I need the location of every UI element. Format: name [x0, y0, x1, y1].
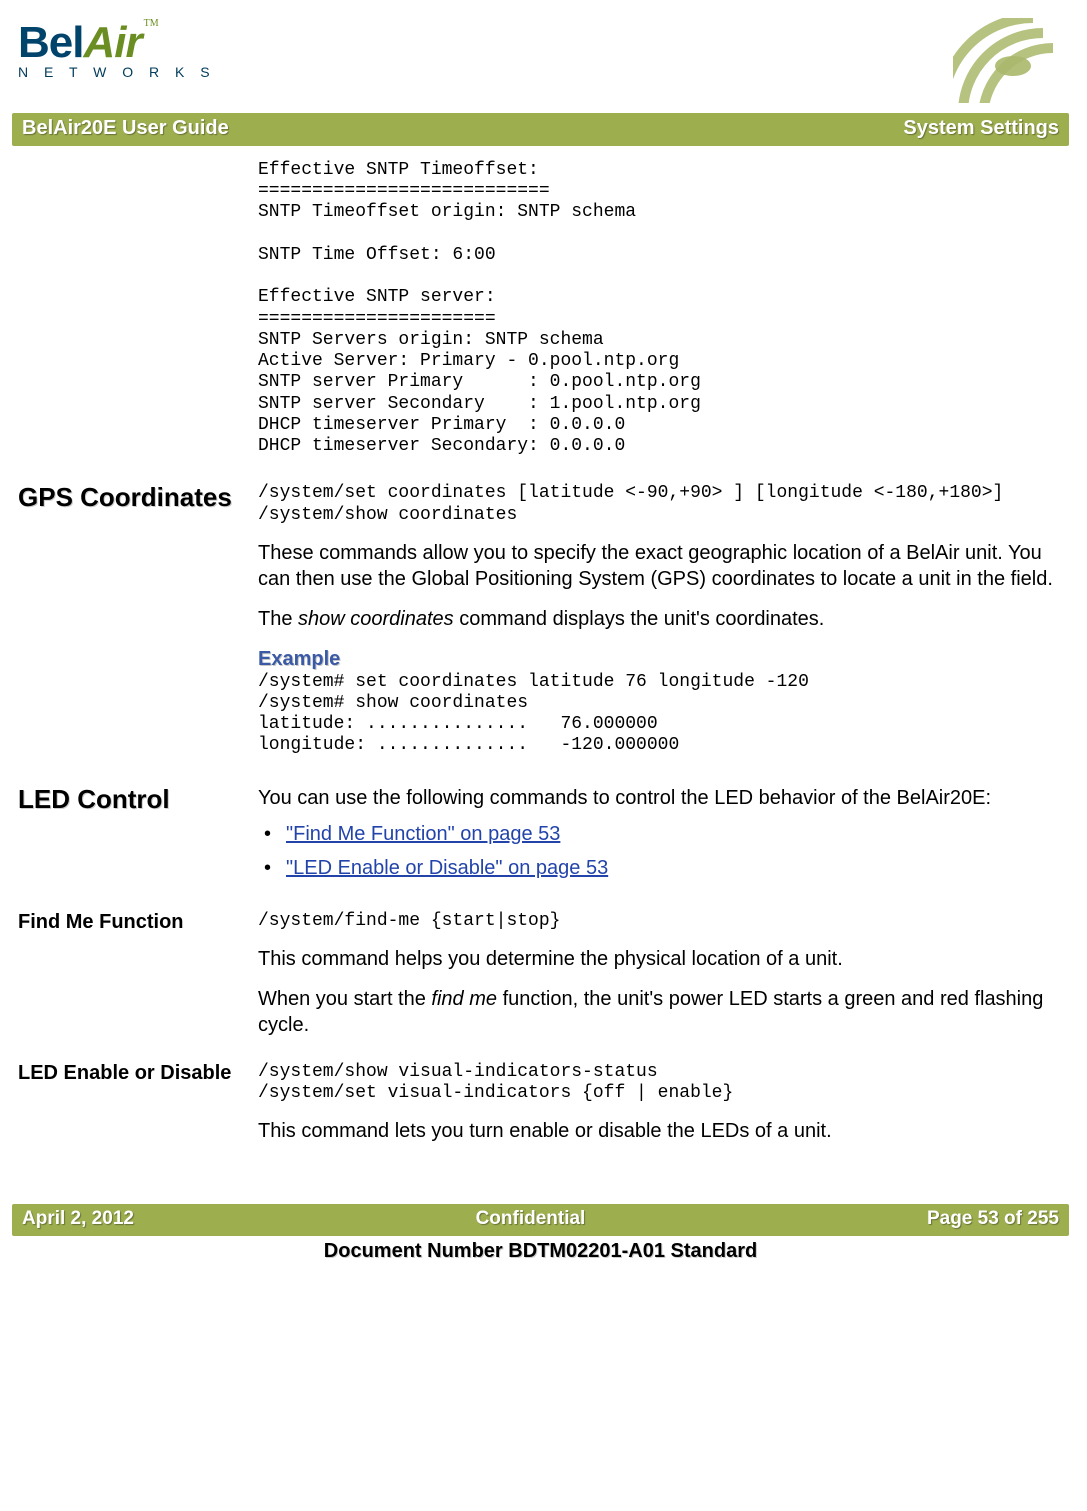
- doc-number: Document Number BDTM02201-A01 Standard: [18, 1240, 1063, 1263]
- page-header: BelAir TM N E T W O R K S: [18, 18, 1063, 103]
- led-paragraph-1: You can use the following commands to co…: [258, 785, 1063, 811]
- footer-bar: April 2, 2012 Confidential Page 53 of 25…: [12, 1204, 1069, 1236]
- findme-paragraph-2: When you start the find me function, the…: [258, 986, 1063, 1038]
- heading-led-control: LED Control: [18, 785, 246, 814]
- gps-command: /system/set coordinates [latitude <-90,+…: [258, 483, 1063, 525]
- sntp-output: Effective SNTP Timeoffset: =============…: [258, 160, 1063, 457]
- footer-confidential: Confidential: [476, 1208, 586, 1230]
- ledenable-command: /system/show visual-indicators-status /s…: [258, 1062, 1063, 1104]
- title-bar-right: System Settings: [903, 117, 1059, 140]
- link-led-enable[interactable]: "LED Enable or Disable" on page 53: [286, 857, 608, 879]
- heading-find-me: Find Me Function: [18, 911, 246, 934]
- footer-page: Page 53 of 255: [927, 1208, 1059, 1230]
- logo: BelAir TM N E T W O R K S: [18, 18, 238, 80]
- corner-decoration-icon: [953, 18, 1063, 103]
- title-bar: BelAir20E User Guide System Settings: [12, 113, 1069, 146]
- ledenable-paragraph-1: This command lets you turn enable or dis…: [258, 1118, 1063, 1144]
- logo-tm: TM: [144, 18, 159, 29]
- led-link-list: "Find Me Function" on page 53 "LED Enabl…: [264, 821, 1063, 881]
- title-bar-left: BelAir20E User Guide: [22, 117, 229, 140]
- example-heading: Example: [258, 646, 1063, 672]
- findme-command: /system/find-me {start|stop}: [258, 911, 1063, 932]
- gps-example: /system# set coordinates latitude 76 lon…: [258, 672, 1063, 757]
- gps-paragraph-1: These commands allow you to specify the …: [258, 540, 1063, 592]
- link-find-me[interactable]: "Find Me Function" on page 53: [286, 823, 560, 845]
- footer-date: April 2, 2012: [22, 1208, 134, 1230]
- heading-led-enable: LED Enable or Disable: [18, 1062, 246, 1085]
- heading-gps: GPS Coordinates: [18, 483, 246, 512]
- findme-paragraph-1: This command helps you determine the phy…: [258, 946, 1063, 972]
- gps-paragraph-2: The show coordinates command displays th…: [258, 606, 1063, 632]
- logo-sub: N E T W O R K S: [18, 64, 238, 80]
- logo-air: Air: [83, 18, 141, 67]
- logo-bel: Bel: [18, 18, 83, 67]
